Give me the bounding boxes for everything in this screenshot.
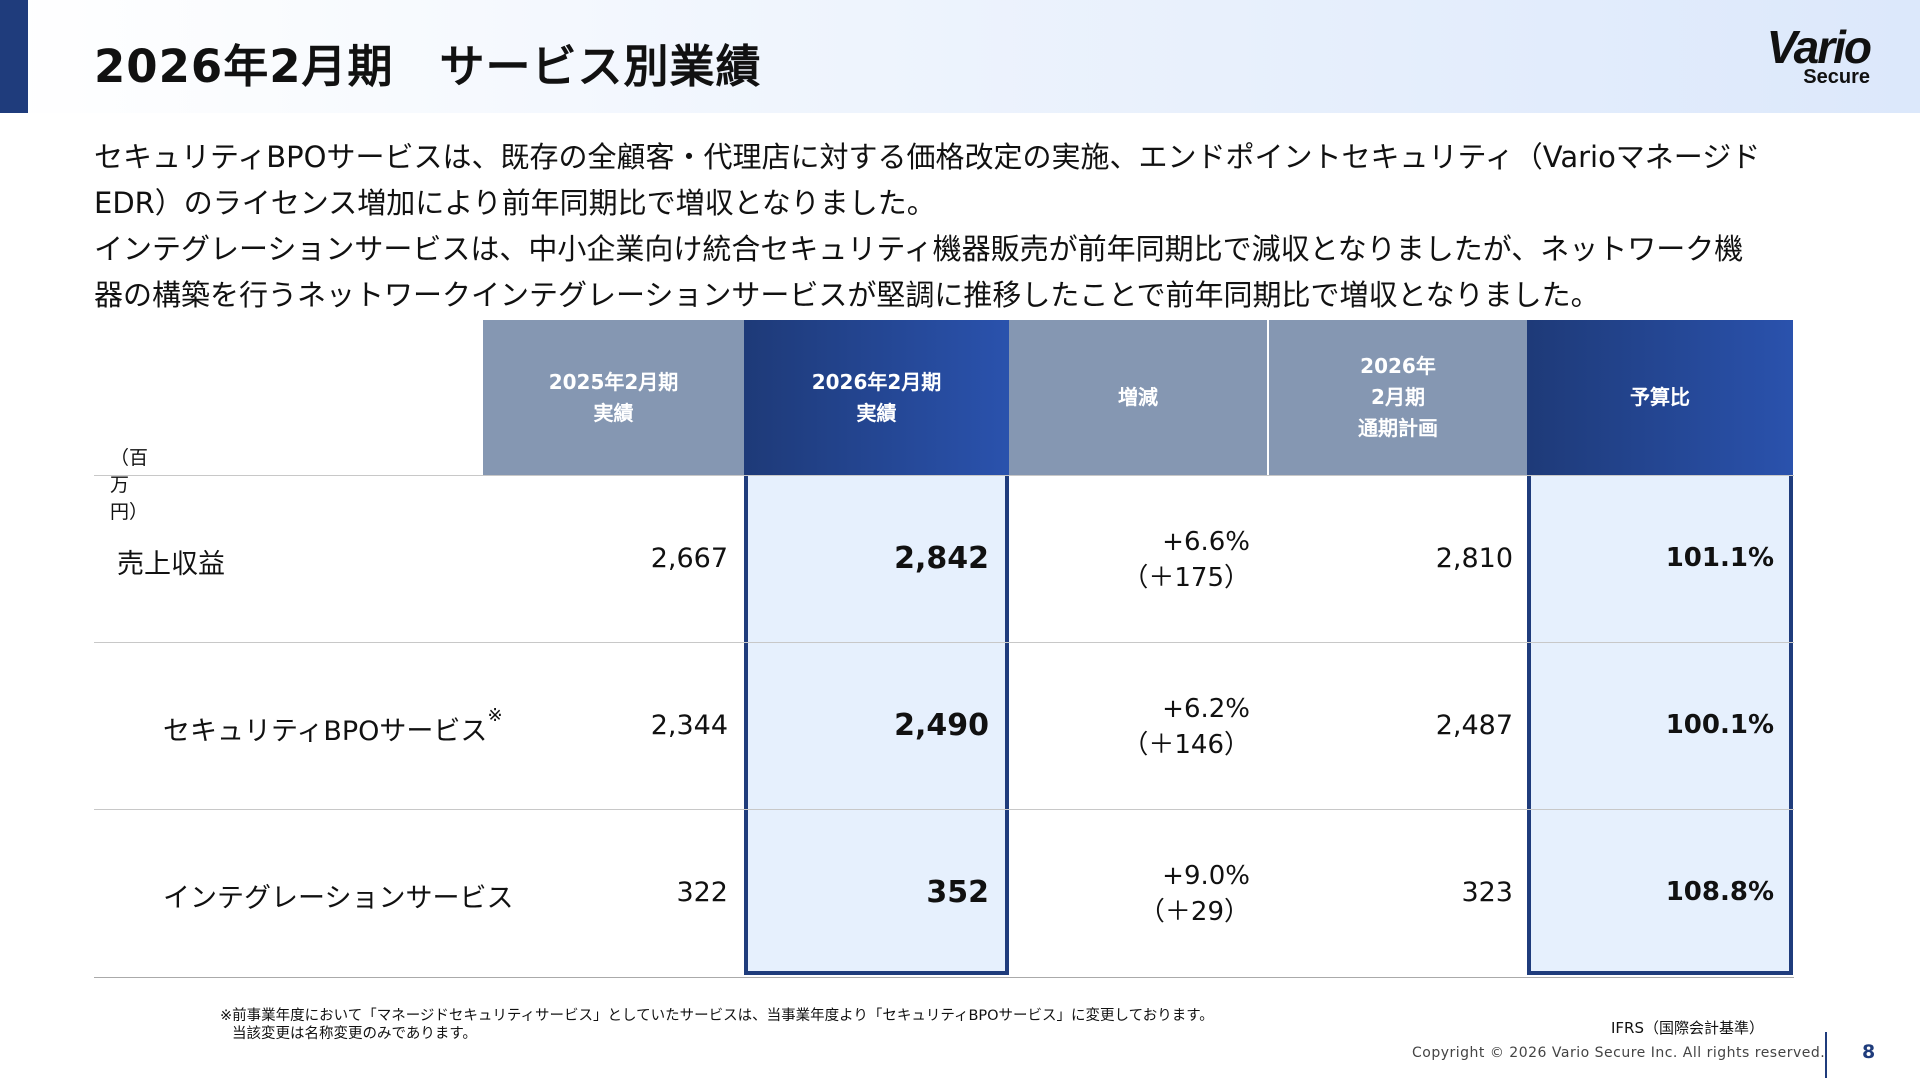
- page-number: 8: [1862, 1041, 1876, 1063]
- description-text: セキュリティBPOサービスは、既存の全顧客・代理店に対する価格改定の実施、エンド…: [94, 134, 1824, 318]
- security-bpo-prev: 2,344: [650, 710, 728, 741]
- security-bpo-current: 2,490: [894, 708, 989, 743]
- row-label-integration: インテグレーションサービス: [163, 883, 514, 914]
- description-line: 器の構築を行うネットワークインテグレーションサービスが堅調に推移したことで前年同…: [94, 278, 1600, 312]
- ifrs-label: IFRS（国際会計基準）: [1611, 1019, 1764, 1037]
- integration-budget-ratio: 108.8%: [1665, 877, 1774, 907]
- integration-change: +9.0% （＋29）: [1050, 858, 1250, 930]
- revenue-change-abs: （＋175）: [1122, 563, 1250, 593]
- logo-sub-text: Secure: [1803, 66, 1870, 88]
- current-year-column-highlight: [744, 475, 1009, 975]
- footnote-line: 当該変更は名称変更のみであります。: [232, 1026, 477, 1042]
- revenue-change-pct: +6.6%: [1162, 527, 1250, 557]
- page-title: 2026年2月期 サービス別業績: [94, 40, 762, 93]
- logo-main-text: Vario: [1766, 21, 1872, 73]
- row-divider: [94, 977, 1794, 978]
- row-divider: [94, 475, 1794, 476]
- row-label-revenue: 売上収益: [117, 549, 225, 580]
- unit-label: （百万円）: [110, 447, 149, 523]
- copyright: Copyright © 2026 Vario Secure Inc. All r…: [1412, 1045, 1826, 1061]
- header-change: 増減: [1009, 320, 1267, 475]
- header-plan: 2026年 2月期 通期計画: [1269, 320, 1527, 475]
- row-divider: [94, 642, 1794, 643]
- footnote-mark: ※: [487, 705, 503, 726]
- header-banner: [0, 0, 1920, 113]
- integration-change-abs: （＋29）: [1138, 897, 1250, 927]
- revenue-plan: 2,810: [1435, 543, 1513, 574]
- footnote: ※前事業年度において「マネージドセキュリティサービス」としていたサービスは、当事…: [220, 1007, 1214, 1043]
- integration-change-pct: +9.0%: [1162, 861, 1250, 891]
- security-bpo-plan: 2,487: [1435, 710, 1513, 741]
- header-prev-year: 2025年2月期 実績: [483, 320, 744, 475]
- header-current-year: 2026年2月期 実績: [744, 320, 1009, 475]
- budget-ratio-column-highlight: [1527, 475, 1793, 975]
- security-bpo-change: +6.2% （＋146）: [1050, 691, 1250, 763]
- row-divider: [94, 809, 1794, 810]
- integration-current: 352: [926, 875, 989, 910]
- footer-divider: [1825, 1032, 1827, 1078]
- security-bpo-budget-ratio: 100.1%: [1665, 710, 1774, 740]
- integration-plan: 323: [1461, 877, 1513, 908]
- description-line: インテグレーションサービスは、中小企業向け統合セキュリティ機器販売が前年同期比で…: [94, 232, 1744, 266]
- revenue-change: +6.6% （＋175）: [1050, 524, 1250, 596]
- company-logo: Vario Secure: [1730, 21, 1872, 94]
- header-budget-ratio: 予算比: [1527, 320, 1793, 475]
- header-accent-bar: [0, 0, 28, 113]
- security-bpo-change-pct: +6.2%: [1162, 694, 1250, 724]
- footnote-line: ※前事業年度において「マネージドセキュリティサービス」としていたサービスは、当事…: [220, 1008, 1214, 1024]
- revenue-current: 2,842: [894, 541, 989, 576]
- revenue-budget-ratio: 101.1%: [1665, 543, 1774, 573]
- description-line: セキュリティBPOサービスは、既存の全顧客・代理店に対する価格改定の実施、エンド…: [94, 140, 1761, 174]
- revenue-prev: 2,667: [650, 543, 728, 574]
- security-bpo-change-abs: （＋146）: [1122, 730, 1250, 760]
- integration-prev: 322: [676, 877, 728, 908]
- row-label-security-bpo: セキュリティBPOサービス※: [163, 705, 503, 747]
- description-line: EDR）のライセンス増加により前年同期比で増収となりました。: [94, 186, 936, 220]
